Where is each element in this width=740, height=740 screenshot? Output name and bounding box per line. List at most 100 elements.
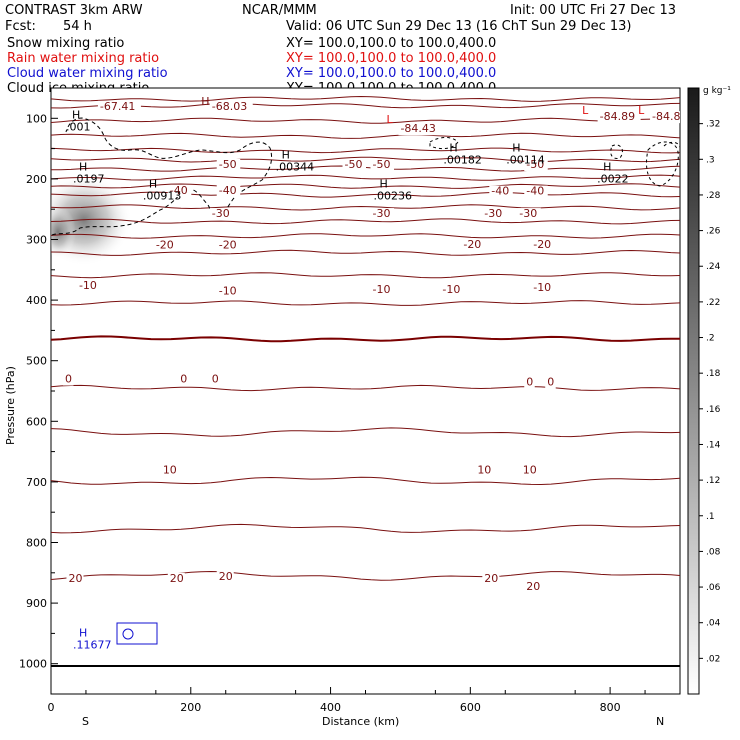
colorbar-level: .18 xyxy=(706,369,721,379)
contour-line xyxy=(51,102,680,109)
contour-label-bg xyxy=(76,280,101,293)
contour-label-bg xyxy=(209,100,253,113)
contour-label: 0 xyxy=(547,376,554,389)
contour-label: -40 xyxy=(219,184,237,197)
extremum-marker: H xyxy=(379,177,387,190)
contour-label: -10 xyxy=(79,279,97,292)
contour-label: -50 xyxy=(526,158,544,171)
x-tick-label: 800 xyxy=(600,701,621,714)
contour-label: -20 xyxy=(156,239,174,252)
contour-label-bg xyxy=(167,185,192,198)
contour-label-bg xyxy=(62,373,74,386)
y-tick-label: 600 xyxy=(26,415,47,428)
x-tick-label: 0 xyxy=(48,701,55,714)
contour-label: -68.03 xyxy=(212,100,247,113)
x-axis-ticks: 0 200 400 600 800 xyxy=(48,687,646,714)
colorbar-level: .06 xyxy=(706,583,721,593)
contour-label: -40 xyxy=(491,185,509,198)
contour-label-bg xyxy=(178,373,189,386)
contour-line xyxy=(51,570,680,581)
y-axis-label: Pressure (hPa) xyxy=(4,366,17,445)
contour-label-bg xyxy=(531,238,555,251)
contour-label-bg xyxy=(524,185,548,198)
contour-label: 0 xyxy=(180,373,187,386)
contour-label-bg xyxy=(520,464,538,477)
colorbar-level: .24 xyxy=(706,262,721,272)
contour-label: 20 xyxy=(526,580,540,593)
contour-label-bg xyxy=(531,282,555,295)
contour-line xyxy=(51,523,680,534)
y-tick-label: 500 xyxy=(26,355,47,368)
contour-label: 20 xyxy=(484,572,498,585)
colorbar-level: .28 xyxy=(706,191,721,201)
center-title: NCAR/MMM xyxy=(242,3,317,18)
field-legend: Snow mixing ratio XY= 100.0,100.0 to 100.… xyxy=(7,36,496,96)
contour-line xyxy=(51,156,680,163)
contour-label-bg xyxy=(545,376,556,389)
contour-label: -20 xyxy=(463,238,481,251)
x-axis-label: Distance (km) xyxy=(322,715,399,728)
contour-label: -84.8 xyxy=(652,110,680,123)
extremum-value: .00182 xyxy=(443,154,482,167)
y-tick-label: 800 xyxy=(26,537,47,550)
cloud-ice-contour-small xyxy=(610,144,623,159)
contour-label: -50 xyxy=(219,158,237,171)
extremum-marker: H xyxy=(201,95,209,108)
extremum-marker: H xyxy=(282,148,290,161)
contour-label: -40 xyxy=(170,184,188,197)
colorbar-level: .08 xyxy=(706,547,721,557)
contour-label: 0 xyxy=(526,376,533,389)
extremum-marker: L xyxy=(386,113,393,126)
colorbar xyxy=(687,87,700,695)
colorbar-level: .02 xyxy=(706,654,720,664)
contour-label-bg xyxy=(216,185,241,198)
contour-label-bg xyxy=(153,239,178,252)
contour-line xyxy=(51,183,680,189)
contour-label: -84.43 xyxy=(400,122,435,135)
extremum-value: .00114 xyxy=(506,154,545,167)
contour-label-bg xyxy=(475,464,493,477)
colorbar-ticks: .02 .04 .06 .08 .1 .12 .14 .16 .18 .2 .22 .24 .26 .28… xyxy=(699,120,721,664)
colorbar-level: .2 xyxy=(706,334,715,344)
contour-label: -20 xyxy=(533,238,551,251)
field-name: Cloud water mixing ratio xyxy=(7,66,168,81)
extremum-value: .00913 xyxy=(143,189,182,202)
extremum-value: .11677 xyxy=(73,638,112,651)
extremum-value: .00344 xyxy=(276,160,315,173)
y-tick-label: 300 xyxy=(26,234,47,247)
temperature-contours xyxy=(51,95,680,581)
x-tick-label: 400 xyxy=(320,701,341,714)
forecast-label: Fcst: xyxy=(5,19,36,34)
y-tick-label: 400 xyxy=(26,294,47,307)
contour-label-bg xyxy=(216,571,234,584)
extremum-marker: H xyxy=(79,626,87,639)
contour-line xyxy=(51,147,680,154)
contour-label: -10 xyxy=(533,281,551,294)
extremum-marker: H xyxy=(603,160,611,173)
colorbar-level: .16 xyxy=(706,405,721,415)
y-tick-label: 1000 xyxy=(19,658,47,671)
contour-label-bg xyxy=(440,283,464,296)
contour-label: -10 xyxy=(442,283,460,296)
contour-label-bg xyxy=(517,208,541,221)
contour-label-bg xyxy=(524,158,548,171)
colorbar-level: .32 xyxy=(706,120,720,130)
contour-label: 20 xyxy=(219,570,233,583)
field-section-xy: XY= 100.0,100.0 to 100.0,400.0 xyxy=(286,51,496,66)
cloud-ice-contour-small xyxy=(429,137,459,150)
contour-label-bg xyxy=(461,238,485,251)
colorbar-level: .1 xyxy=(706,512,715,522)
contour-label-bg xyxy=(597,111,641,124)
contour-label-bg xyxy=(66,572,84,585)
contour-line xyxy=(51,218,680,225)
y-axis-ticks: 100 200 300 400 500 600 700 800 900 1000 xyxy=(19,112,58,695)
extremum-marker: H xyxy=(72,108,80,121)
contour-line xyxy=(51,191,680,198)
contour-line xyxy=(51,117,680,124)
contour-label-bg xyxy=(489,185,513,198)
contour-label: 20 xyxy=(170,572,184,585)
cloud-ice-contour-small xyxy=(646,141,679,187)
contour-label-bg xyxy=(209,208,234,221)
